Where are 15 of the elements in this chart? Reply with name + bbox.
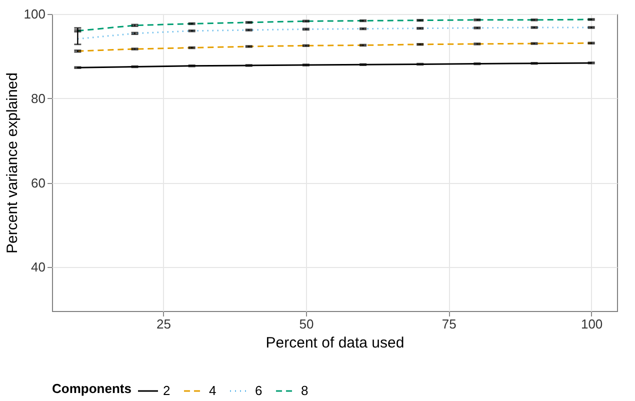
x-tick-label: 25 (156, 316, 172, 332)
x-tick-label: 75 (442, 316, 456, 332)
y-tick-label: 100 (24, 6, 46, 22)
legend-label: 2 (163, 383, 170, 398)
legend-label: 6 (255, 383, 262, 398)
x-axis-title: Percent of data used (266, 334, 404, 352)
y-axis-title: Percent variance explained (4, 72, 21, 254)
legend-title: Components (52, 381, 132, 396)
x-tick-label: 100 (580, 316, 603, 332)
y-tick-label: 40 (31, 260, 46, 275)
legend-label: 4 (209, 383, 216, 398)
y-tick-label: 80 (31, 90, 46, 106)
y-tick-label: 60 (31, 175, 46, 190)
x-tick-label: 50 (299, 316, 314, 332)
legend-label: 8 (301, 383, 308, 398)
